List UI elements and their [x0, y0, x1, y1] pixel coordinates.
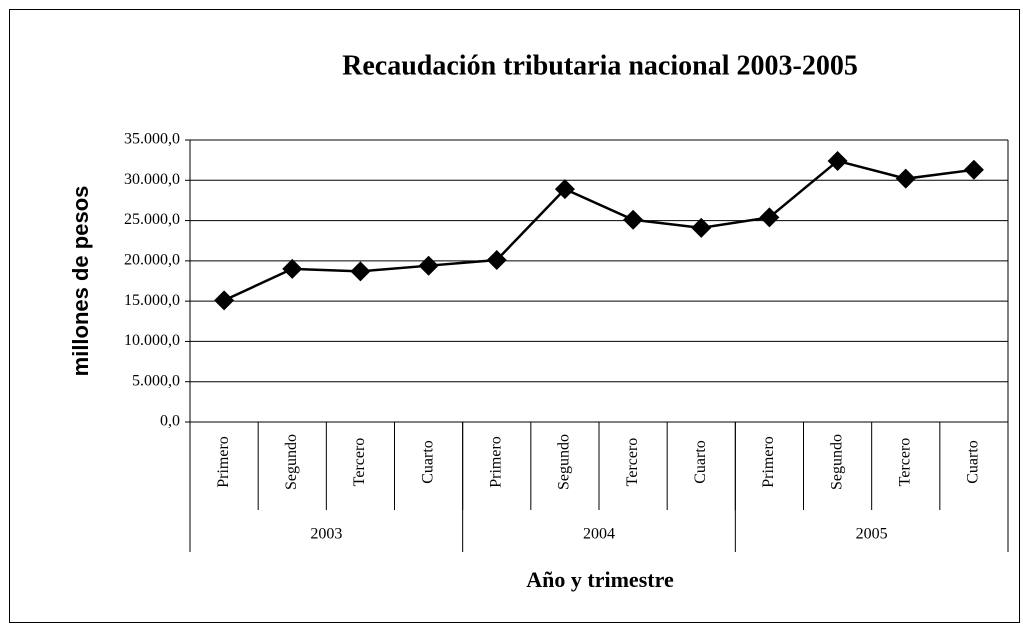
x-tick-label: Segundo: [283, 434, 300, 490]
x-axis-label: Año y trimestre: [526, 567, 674, 592]
data-marker: [214, 290, 235, 311]
data-marker: [691, 217, 712, 238]
y-tick-label: 35.000,0: [124, 131, 180, 148]
data-marker: [827, 150, 848, 171]
data-marker: [282, 258, 303, 279]
x-group-label: 2004: [583, 526, 615, 543]
x-tick-label: Primero: [215, 436, 232, 488]
y-tick-label: 30.000,0: [124, 171, 180, 188]
x-tick-label: Tercero: [896, 438, 913, 487]
x-group-label: 2005: [856, 526, 888, 543]
y-tick-label: 0,0: [160, 413, 180, 430]
x-tick-label: Cuarto: [965, 440, 982, 484]
x-tick-label: Cuarto: [419, 440, 436, 484]
y-tick-label: 15.000,0: [124, 292, 180, 309]
chart-border: [9, 9, 1020, 623]
x-tick-label: Cuarto: [692, 440, 709, 484]
x-tick-label: Segundo: [556, 434, 573, 490]
data-marker: [759, 207, 780, 228]
data-marker: [418, 255, 439, 276]
x-tick-label: Primero: [760, 436, 777, 488]
y-axis-label: millones de pesos: [68, 186, 93, 377]
y-tick-label: 25.000,0: [124, 211, 180, 228]
x-tick-label: Primero: [487, 436, 504, 488]
data-marker: [554, 179, 575, 200]
x-tick-label: Segundo: [828, 434, 845, 490]
data-line: [223, 159, 975, 302]
x-tick-label: Tercero: [351, 438, 368, 487]
x-tick-label: Tercero: [624, 438, 641, 487]
y-tick-label: 5.000,0: [132, 372, 180, 389]
x-group-label: 2003: [310, 526, 342, 543]
y-tick-label: 20.000,0: [124, 252, 180, 269]
data-marker: [895, 168, 916, 189]
data-marker: [486, 250, 507, 271]
chart-title: Recaudación tributaria nacional 2003-200…: [342, 50, 858, 81]
data-marker: [350, 261, 371, 282]
y-tick-label: 10.000,0: [124, 332, 180, 349]
data-marker: [623, 209, 644, 230]
data-marker: [963, 159, 984, 180]
